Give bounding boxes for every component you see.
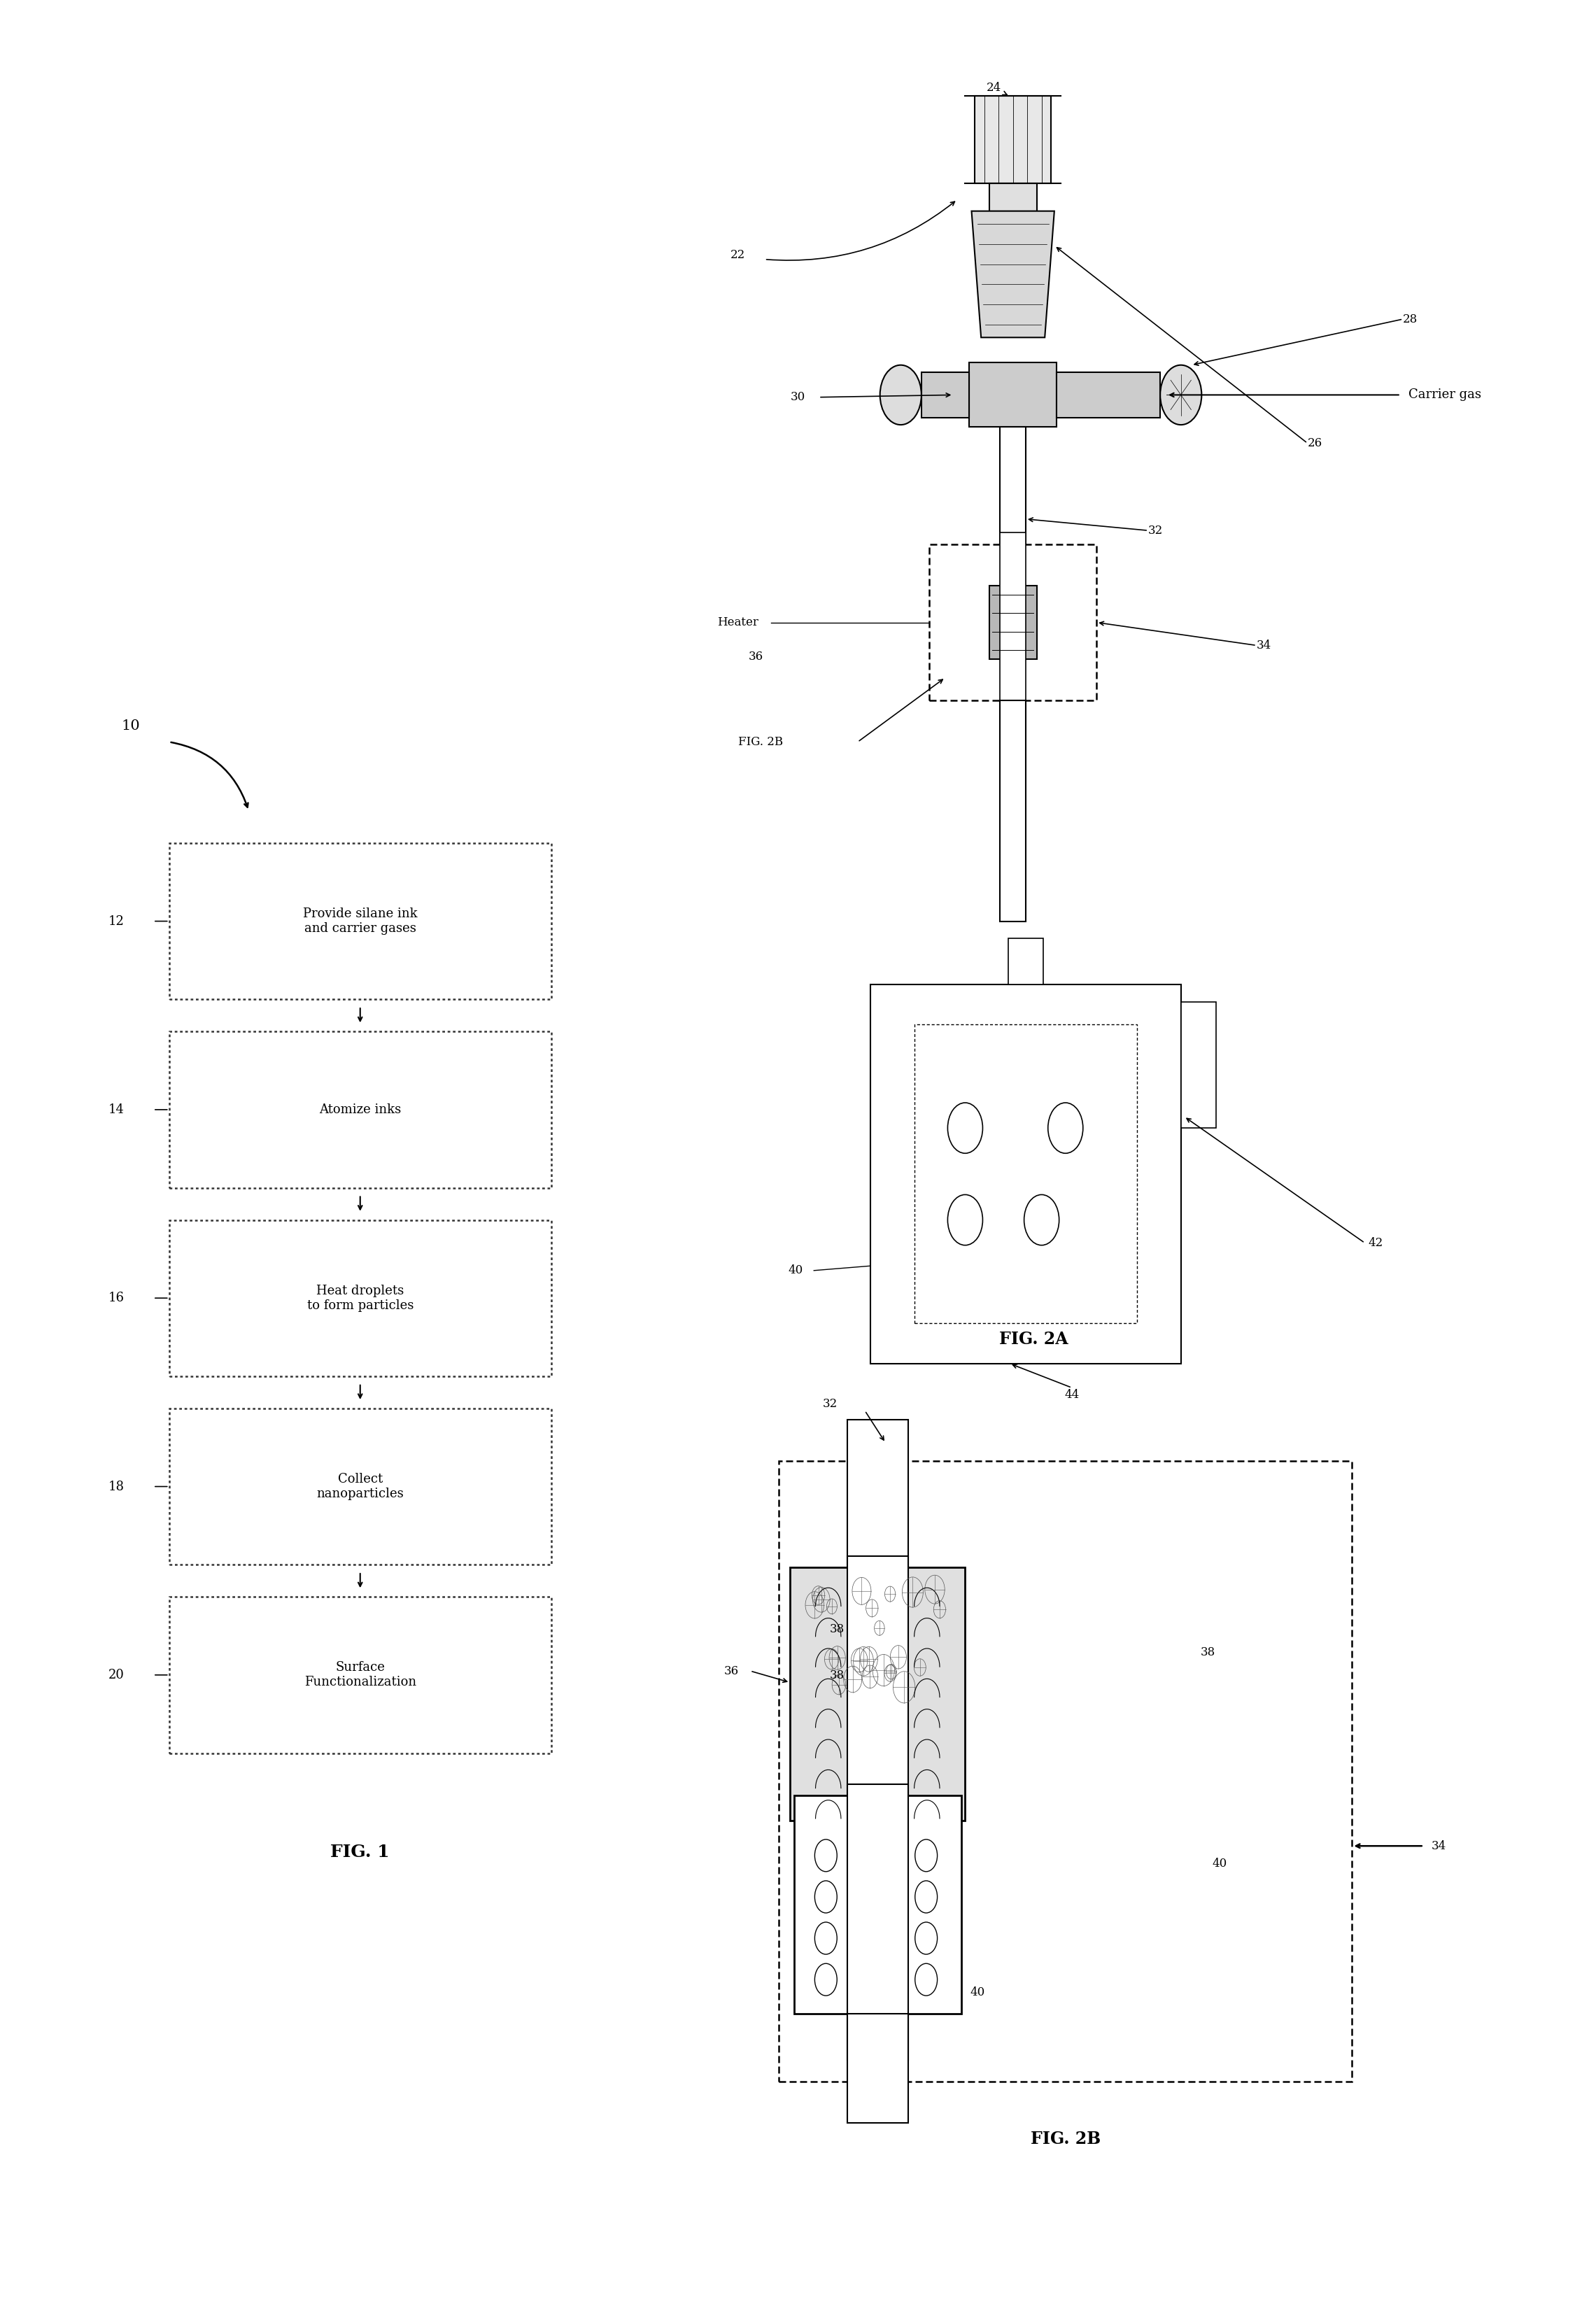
Text: 30: 30: [790, 391, 806, 403]
FancyBboxPatch shape: [929, 543, 1096, 700]
FancyBboxPatch shape: [915, 1024, 1136, 1324]
Text: 36: 36: [749, 651, 763, 663]
Text: 26: 26: [1307, 437, 1321, 449]
Text: Carrier gas: Carrier gas: [1409, 389, 1481, 401]
Bar: [169, 1598, 551, 1754]
Text: 32: 32: [1148, 525, 1163, 536]
Bar: [169, 1409, 551, 1565]
Text: 40: 40: [1211, 1858, 1227, 1869]
Text: 12: 12: [109, 914, 124, 928]
Text: 40: 40: [970, 1987, 985, 1998]
Text: FIG. 2B: FIG. 2B: [1031, 2132, 1101, 2148]
Text: FIG. 1: FIG. 1: [330, 1844, 389, 1860]
Bar: [1001, 700, 1026, 921]
Text: FIG. 2A: FIG. 2A: [999, 1331, 1068, 1349]
Bar: [169, 1220, 551, 1377]
Text: 24: 24: [986, 83, 1001, 94]
Bar: [1009, 939, 1044, 985]
Circle shape: [1160, 366, 1202, 426]
Text: 38: 38: [830, 1623, 844, 1634]
Text: 16: 16: [109, 1291, 124, 1305]
Text: Heater: Heater: [717, 617, 758, 628]
Text: 22: 22: [729, 249, 745, 260]
Text: Provide silane ink
and carrier gases: Provide silane ink and carrier gases: [303, 907, 418, 935]
Polygon shape: [972, 212, 1055, 338]
Bar: [969, 364, 1057, 428]
Circle shape: [879, 366, 921, 426]
Text: Collect
nanoparticles: Collect nanoparticles: [316, 1473, 404, 1501]
Text: 32: 32: [822, 1397, 838, 1409]
Text: 40: 40: [788, 1264, 803, 1275]
Bar: [795, 1796, 961, 2014]
Bar: [847, 1784, 908, 2060]
Bar: [169, 843, 551, 999]
Bar: [1001, 428, 1026, 576]
Bar: [847, 2014, 908, 2122]
Text: 28: 28: [1403, 313, 1417, 325]
Bar: [1181, 1001, 1216, 1128]
Text: 34: 34: [1256, 640, 1272, 651]
Text: 42: 42: [1368, 1236, 1382, 1250]
Text: 20: 20: [109, 1669, 124, 1680]
Text: 38: 38: [1200, 1646, 1216, 1657]
Text: 14: 14: [109, 1103, 124, 1116]
Text: Atomize inks: Atomize inks: [319, 1103, 401, 1116]
Text: 38: 38: [830, 1669, 844, 1680]
Bar: [1001, 532, 1026, 711]
Text: FIG. 2B: FIG. 2B: [739, 737, 784, 748]
Text: 44: 44: [1065, 1388, 1079, 1400]
Bar: [1057, 373, 1160, 419]
Bar: [921, 373, 969, 419]
Text: 36: 36: [725, 1664, 739, 1676]
Bar: [847, 1556, 908, 1832]
Bar: [169, 1031, 551, 1188]
Text: 10: 10: [121, 718, 140, 732]
Text: 18: 18: [109, 1480, 124, 1492]
Text: Heat droplets
to form particles: Heat droplets to form particles: [306, 1285, 413, 1312]
Bar: [975, 97, 1052, 184]
Bar: [847, 1420, 908, 1572]
FancyBboxPatch shape: [779, 1462, 1352, 2081]
Bar: [870, 985, 1181, 1363]
Bar: [790, 1568, 966, 1821]
Text: Surface
Functionalization: Surface Functionalization: [305, 1662, 417, 1690]
Text: 34: 34: [1432, 1839, 1446, 1851]
Bar: [990, 184, 1037, 212]
Bar: [990, 585, 1037, 658]
